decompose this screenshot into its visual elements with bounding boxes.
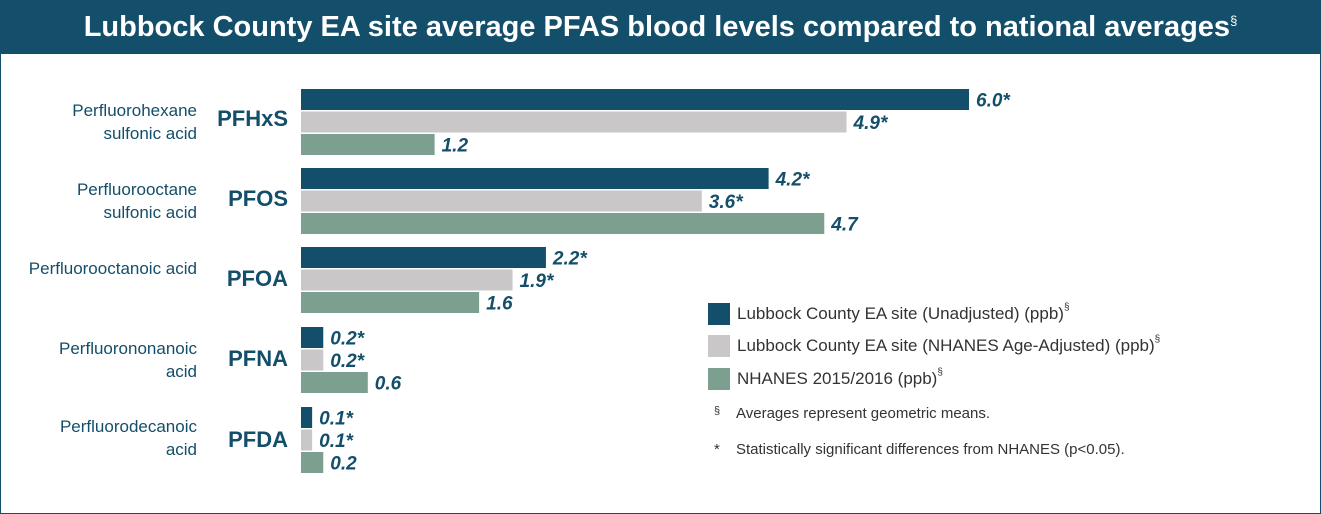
bar-pfna-series-3 [301, 372, 368, 393]
bar-pfhxs-series-3 [301, 134, 435, 155]
data-label-pfoa-series-2: 1.9* [520, 271, 555, 292]
category-full-name-pfhxs: Perfluorohexane sulfonic acid [72, 101, 197, 143]
bar-pfos-series-3 [301, 213, 825, 234]
title-bar: Lubbock County EA site average PFAS bloo… [1, 1, 1320, 54]
category-full-name-pfoa: Perfluorooctanoic acid [28, 259, 197, 278]
footnote-mark-asterisk: * [714, 441, 720, 458]
legend-swatch-nhanes [708, 368, 730, 390]
category-full-name-pfos: Perfluorooctane sulfonic acid [76, 180, 197, 222]
bar-pfhxs-series-1 [301, 89, 969, 110]
bar-pfna-series-1 [301, 327, 324, 348]
legend-text-age-adjusted: Lubbock County EA site (NHANES Age-Adjus… [737, 336, 1155, 355]
legend-swatch-age-adjusted [708, 335, 730, 357]
footnote-mark-section: § [714, 405, 721, 417]
legend-text-unadjusted: Lubbock County EA site (Unadjusted) (ppb… [737, 304, 1064, 323]
data-label-pfda-series-2: 0.1* [319, 431, 354, 452]
data-label-pfoa-series-1: 2.2* [552, 249, 588, 270]
bar-pfna-series-2 [301, 349, 324, 371]
chart-title-text: Lubbock County EA site average PFAS bloo… [83, 11, 1231, 43]
data-label-pfhxs-series-1: 6.0* [976, 91, 1011, 112]
bar-pfos-series-2 [301, 190, 702, 212]
bar-pfda-series-2 [301, 429, 313, 451]
category-abbr-pfoa: PFOA [226, 266, 288, 291]
legend-item-age-adjusted: Lubbock County EA site (NHANES Age-Adjus… [708, 333, 1160, 359]
legend-item-unadjusted: Lubbock County EA site (Unadjusted) (ppb… [708, 301, 1070, 327]
bar-pfhxs-series-2 [301, 111, 847, 133]
title-footnote-mark: § [1230, 13, 1238, 28]
footnote-significance: * Statistically significant differences f… [714, 441, 1125, 458]
footnote-text-geometric-means: Averages represent geometric means. [736, 405, 991, 422]
data-label-pfos-series-2: 3.6* [709, 192, 744, 213]
bar-pfoa-series-1 [301, 247, 546, 268]
data-label-pfna-series-3: 0.6 [375, 374, 402, 395]
category-abbr-pfhxs: PFHxS [217, 106, 288, 131]
legend-label-age-adjusted: Lubbock County EA site (NHANES Age-Adjus… [737, 334, 1161, 356]
chart-title: Lubbock County EA site average PFAS bloo… [1, 1, 1320, 54]
bar-pfoa-series-2 [301, 269, 513, 291]
bar-pfda-series-3 [301, 452, 324, 473]
legend-mark-nhanes: § [937, 367, 943, 378]
data-label-pfhxs-series-3: 1.2 [442, 136, 469, 157]
legend-text-nhanes: NHANES 2015/2016 (ppb) [737, 369, 938, 388]
category-abbr-pfos: PFOS [228, 186, 288, 211]
bar-pfos-series-1 [301, 168, 769, 189]
data-label-pfda-series-3: 0.2 [330, 454, 357, 475]
data-label-pfda-series-1: 0.1* [319, 409, 354, 430]
data-label-pfos-series-1: 4.2* [775, 170, 811, 191]
category-full-name-pfda: Perfluorodecanoic acid [59, 417, 197, 459]
data-label-pfhxs-series-2: 4.9* [853, 113, 889, 134]
legend-mark-age-adjusted: § [1154, 334, 1161, 345]
data-label-pfos-series-3: 4.7 [830, 215, 859, 236]
data-label-pfna-series-1: 0.2* [330, 329, 365, 350]
bar-pfda-series-1 [301, 407, 313, 428]
category-full-name-pfna: Perfluorononanoic acid [59, 339, 197, 381]
legend-label-nhanes: NHANES 2015/2016 (ppb)§ [737, 367, 943, 389]
footnote-text-significance: Statistically significant differences fr… [736, 441, 1125, 458]
legend-swatch-unadjusted [708, 303, 730, 325]
legend-mark-unadjusted: § [1063, 302, 1070, 313]
data-label-pfna-series-2: 0.2* [330, 351, 365, 372]
category-abbr-pfna: PFNA [228, 346, 288, 371]
footnote-geometric-means: § Averages represent geometric means. [714, 405, 990, 422]
bar-pfoa-series-3 [301, 292, 480, 313]
data-label-pfoa-series-3: 1.6 [486, 294, 513, 315]
category-abbr-pfda: PFDA [228, 427, 288, 452]
legend-item-nhanes: NHANES 2015/2016 (ppb)§ [708, 366, 943, 392]
legend-label-unadjusted: Lubbock County EA site (Unadjusted) (ppb… [737, 302, 1070, 324]
